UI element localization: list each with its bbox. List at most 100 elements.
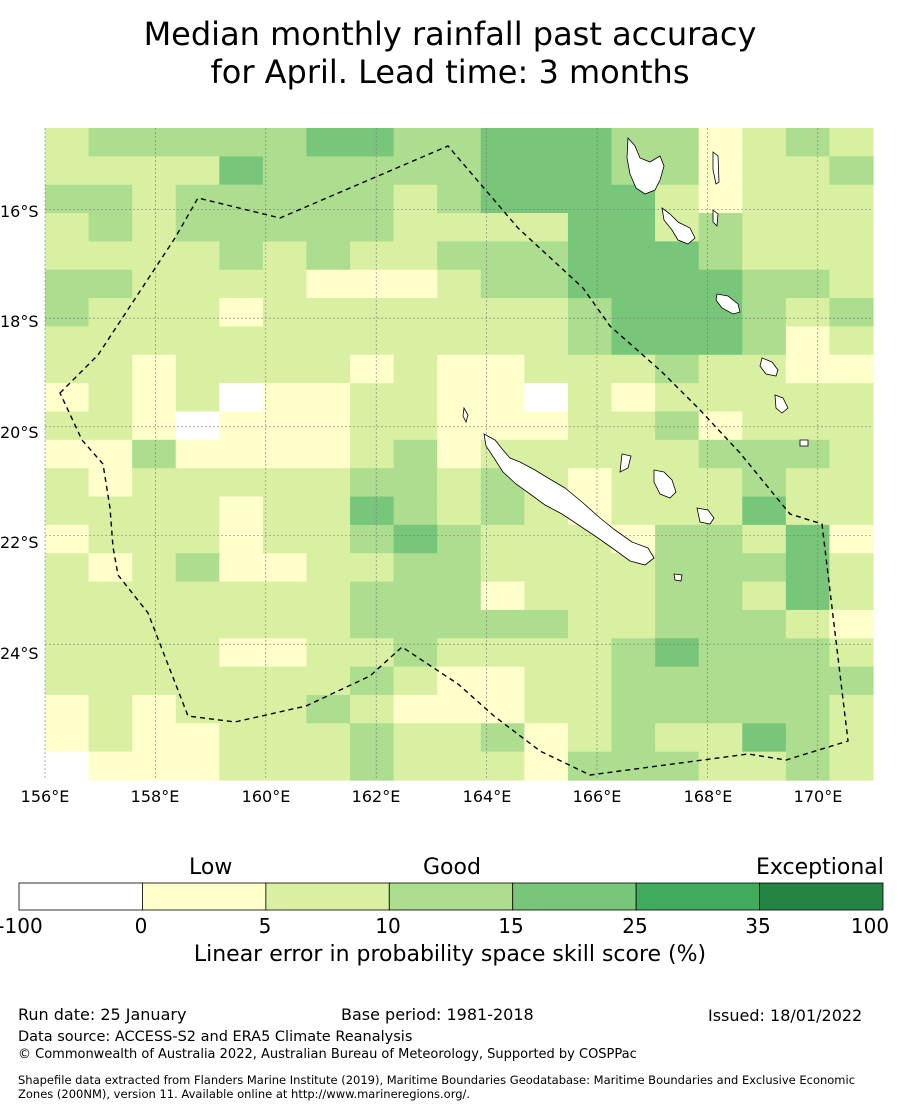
grid-cell <box>524 638 569 668</box>
colorbar-segment <box>265 882 390 911</box>
grid-cell <box>829 411 874 441</box>
colorbar-tick-35: 35 <box>745 914 771 938</box>
grid-cell <box>524 269 569 299</box>
grid-cell <box>655 694 700 724</box>
grid-cell <box>393 184 438 214</box>
grid-cell <box>524 524 569 554</box>
grid-cell <box>393 496 438 526</box>
grid-cell <box>219 666 264 696</box>
grid-cell <box>45 609 90 639</box>
base-period: Base period: 1981-2018 <box>341 1005 534 1024</box>
grid-cell <box>262 496 308 526</box>
lon-label-170e: 170°E <box>793 787 843 806</box>
grid-cell <box>437 184 482 214</box>
grid-cell <box>306 638 351 668</box>
grid-cell <box>219 694 264 724</box>
shapefile-credit-line1: Shapefile data extracted from Flanders M… <box>18 1073 856 1087</box>
grid-cell <box>742 269 787 299</box>
grid-cell <box>88 496 133 526</box>
grid-cell <box>88 439 133 469</box>
grid-cell <box>480 354 525 384</box>
grid-cell <box>350 694 395 724</box>
grid-cell <box>655 128 700 157</box>
grid-cell <box>524 723 569 753</box>
grid-cell <box>262 128 308 157</box>
colorbar-segment <box>388 882 514 911</box>
colorbar-label: Linear error in probability space skill … <box>193 942 707 967</box>
grid-cell <box>480 581 525 611</box>
grid-cell <box>698 468 743 498</box>
grid-cell <box>350 354 395 384</box>
grid-cell <box>611 269 656 299</box>
grid-cell <box>785 411 831 441</box>
colorbar-tick-0: 0 <box>134 914 148 938</box>
grid-cell <box>132 638 177 668</box>
grid-cell <box>480 184 525 214</box>
grid-cell <box>175 553 220 583</box>
grid-cell <box>219 213 264 242</box>
grid-cell <box>88 468 133 498</box>
grid-cell <box>350 298 395 328</box>
grid-cell <box>785 184 831 214</box>
issued-date: Issued: 18/01/2022 <box>708 1006 863 1025</box>
grid-cell <box>655 723 700 753</box>
grid-cell <box>132 439 177 469</box>
grid-cell <box>393 383 438 413</box>
grid-cell <box>437 666 482 696</box>
grid-cell <box>437 213 482 242</box>
grid-cell <box>437 269 482 299</box>
grid-cell <box>785 156 831 186</box>
grid-cell <box>45 411 90 441</box>
grid-cell <box>45 751 90 781</box>
grid-cell <box>480 553 525 583</box>
grid-cell <box>698 581 743 611</box>
isle-of-pines <box>673 573 683 582</box>
grid-cell <box>175 638 220 668</box>
grid-cell <box>655 609 700 639</box>
grid-cell <box>611 411 656 441</box>
grid-cell <box>262 354 308 384</box>
grid-cell <box>88 751 133 781</box>
grid-cell <box>698 524 743 554</box>
new-caledonia-island <box>483 433 655 566</box>
grid-cell <box>655 298 700 328</box>
grid-cell <box>175 439 220 469</box>
grid-cell <box>88 723 133 753</box>
grid-cell <box>785 298 831 328</box>
grid-cell <box>437 326 482 356</box>
grid-cell <box>88 298 133 328</box>
grid-cell <box>829 156 874 186</box>
grid-cell <box>393 694 438 724</box>
grid-cell <box>132 524 177 554</box>
grid-cell <box>785 553 831 583</box>
grid-cell <box>393 156 438 186</box>
skill-map <box>44 128 874 781</box>
grid-cell <box>437 694 482 724</box>
grid-cell <box>742 723 787 753</box>
grid-cell <box>742 213 787 242</box>
grid-cell <box>785 723 831 753</box>
grid-cell <box>611 723 656 753</box>
grid-cell <box>480 269 525 299</box>
grid-cell <box>524 439 569 469</box>
espiritu-santo-island <box>626 136 665 195</box>
grid-cell <box>132 666 177 696</box>
grid-cell <box>785 326 831 356</box>
grid-cell <box>350 411 395 441</box>
grid-cell <box>742 468 787 498</box>
grid-cell <box>45 524 90 554</box>
grid-cell <box>132 723 177 753</box>
grid-cell <box>45 496 90 526</box>
grid-cell <box>829 468 874 498</box>
grid-cell <box>785 128 831 157</box>
grid-cell <box>524 411 569 441</box>
grid-cell <box>88 411 133 441</box>
grid-cell <box>350 723 395 753</box>
grid-cell <box>219 468 264 498</box>
grid-cell <box>175 609 220 639</box>
grid-cell <box>567 326 613 356</box>
grid-cell <box>350 383 395 413</box>
grid-cell <box>567 666 613 696</box>
grid-cell <box>132 354 177 384</box>
grid-cell <box>480 496 525 526</box>
